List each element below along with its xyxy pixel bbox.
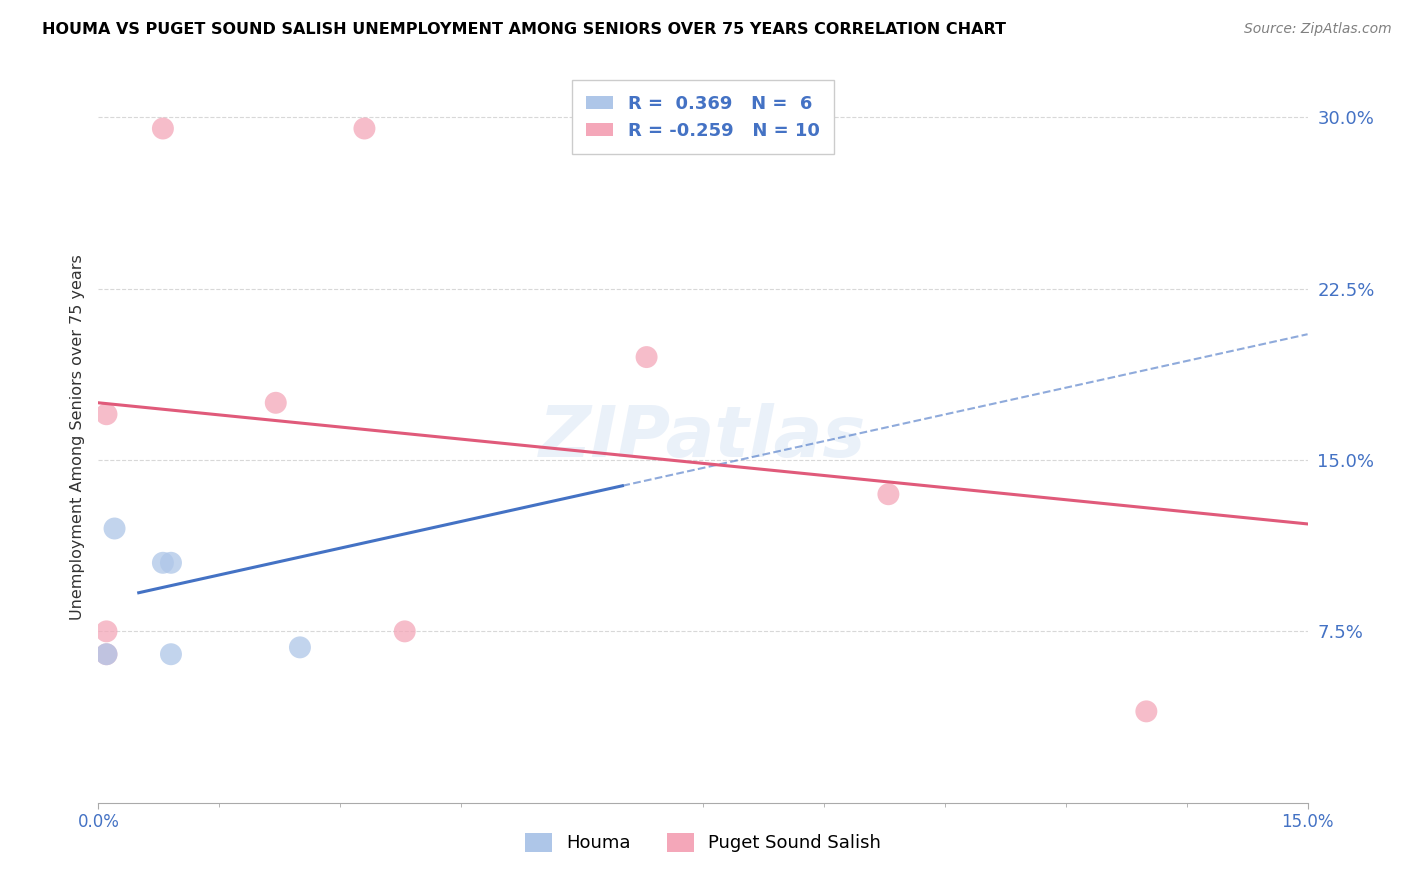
Point: [160, 647, 183, 661]
Text: ZIPatlas: ZIPatlas: [540, 402, 866, 472]
Point: [96, 624, 118, 639]
Point: [353, 121, 375, 136]
Point: [264, 396, 287, 410]
Point: [877, 487, 900, 501]
Point: [96, 407, 118, 421]
Point: [394, 624, 416, 639]
Point: [288, 640, 311, 655]
Point: [636, 350, 658, 364]
Point: [152, 556, 174, 570]
Point: [1135, 705, 1157, 719]
Point: [160, 556, 183, 570]
Point: [96, 647, 118, 661]
Point: [152, 121, 174, 136]
Text: HOUMA VS PUGET SOUND SALISH UNEMPLOYMENT AMONG SENIORS OVER 75 YEARS CORRELATION: HOUMA VS PUGET SOUND SALISH UNEMPLOYMENT…: [42, 22, 1007, 37]
Point: [96, 647, 118, 661]
Point: [103, 521, 125, 535]
Legend: Houma, Puget Sound Salish: Houma, Puget Sound Salish: [517, 826, 889, 860]
Text: Source: ZipAtlas.com: Source: ZipAtlas.com: [1244, 22, 1392, 37]
Y-axis label: Unemployment Among Seniors over 75 years: Unemployment Among Seniors over 75 years: [69, 254, 84, 620]
